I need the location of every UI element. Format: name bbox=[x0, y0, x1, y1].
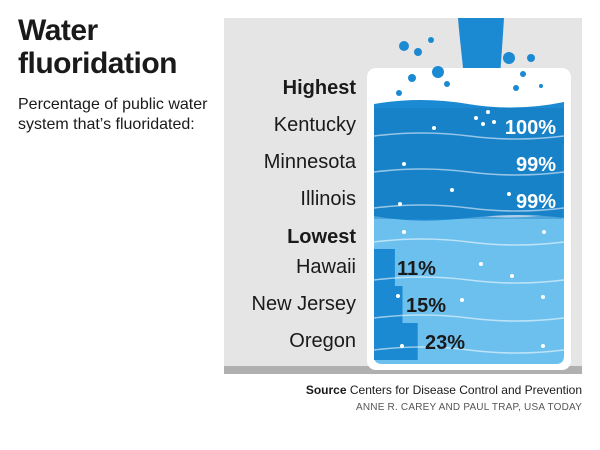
splash-drop bbox=[428, 37, 434, 43]
bubble bbox=[486, 110, 490, 114]
bubble bbox=[402, 162, 406, 166]
group-label-lowest: Lowest bbox=[287, 226, 356, 248]
bubble bbox=[481, 122, 485, 126]
category-label-oregon: Oregon bbox=[289, 330, 356, 352]
bubble bbox=[460, 298, 464, 302]
splash-drop bbox=[503, 52, 515, 64]
category-label-kentucky: Kentucky bbox=[273, 114, 356, 136]
splash-drop bbox=[527, 54, 535, 62]
bar-oregon bbox=[374, 323, 418, 360]
value-label-illinois: 99% bbox=[515, 191, 556, 213]
splash-drop bbox=[396, 90, 402, 96]
splash-drop bbox=[414, 48, 422, 56]
splash-drop bbox=[399, 41, 409, 51]
bubble bbox=[474, 116, 478, 120]
bubble bbox=[542, 230, 546, 234]
value-label-kentucky: 100% bbox=[504, 117, 556, 139]
splash-drop bbox=[513, 85, 519, 91]
water-dark-fill bbox=[374, 100, 564, 221]
credit-line: ANNE R. CAREY AND PAUL TRAP, USA TODAY bbox=[355, 402, 582, 413]
chart-subtitle: Percentage of public water system that’s… bbox=[18, 96, 208, 133]
bubble bbox=[398, 202, 402, 206]
wave-line bbox=[373, 238, 565, 246]
bar-illinois bbox=[374, 182, 563, 219]
splash-drop bbox=[408, 74, 416, 82]
wave-line bbox=[373, 276, 565, 284]
category-label-illinois: Illinois bbox=[300, 188, 356, 210]
category-label-minnesota: Minnesota bbox=[263, 151, 356, 173]
bar-hawaii bbox=[374, 249, 395, 286]
source-label: Source bbox=[305, 383, 347, 397]
splash-drop bbox=[444, 81, 450, 87]
splash-drop bbox=[432, 66, 444, 78]
bubble bbox=[396, 294, 400, 298]
bubble bbox=[402, 230, 406, 234]
value-label-oregon: 23% bbox=[425, 332, 466, 354]
bubble bbox=[432, 126, 436, 130]
value-label-hawaii: 11% bbox=[397, 258, 436, 280]
bubble bbox=[510, 274, 514, 278]
chart-title: Water fluoridation bbox=[18, 14, 177, 80]
bubble bbox=[507, 192, 511, 196]
group-label-highest: Highest bbox=[282, 77, 356, 99]
source-note: Source Centers for Disease Control and P… bbox=[306, 383, 582, 397]
value-label-new-jersey: 15% bbox=[406, 295, 447, 317]
category-label-hawaii: Hawaii bbox=[295, 256, 356, 278]
splash-drop bbox=[520, 71, 526, 77]
bubble bbox=[479, 262, 483, 266]
wave-line bbox=[373, 132, 565, 140]
wave-line bbox=[373, 168, 565, 176]
bubble bbox=[541, 295, 545, 299]
wave-line bbox=[373, 314, 565, 322]
bubble bbox=[541, 344, 545, 348]
bubble bbox=[450, 188, 454, 192]
splash-drop bbox=[539, 84, 543, 88]
category-label-new-jersey: New Jersey bbox=[251, 293, 356, 315]
bubble bbox=[492, 120, 496, 124]
wave-line bbox=[373, 204, 565, 212]
bubble bbox=[400, 344, 404, 348]
water-light-fill bbox=[374, 210, 564, 364]
source-text: Centers for Disease Control and Preventi… bbox=[349, 383, 582, 397]
value-label-minnesota: 99% bbox=[515, 154, 556, 176]
